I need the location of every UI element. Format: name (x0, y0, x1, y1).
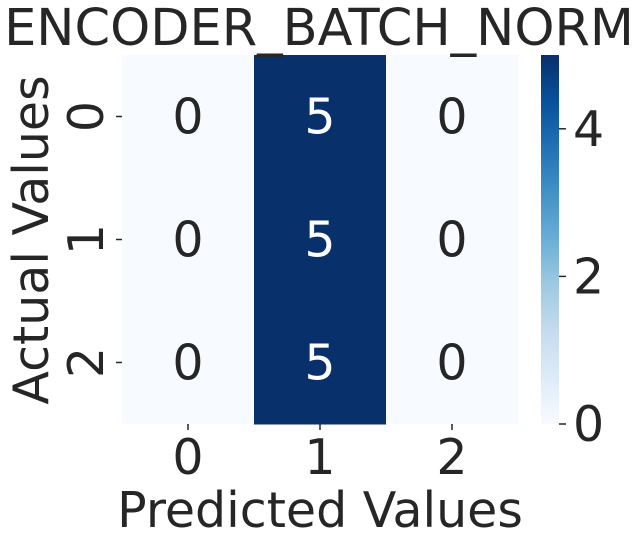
cell-value-r1-c1: 5 (304, 212, 335, 269)
heatmap-cell-r1-c2 (386, 178, 519, 302)
cell-value-r0-c1: 5 (304, 89, 335, 146)
heatmap-cell-r0-c0 (122, 55, 255, 179)
x-tick-label-2: 2 (436, 429, 467, 486)
cell-value-r2-c1: 5 (304, 335, 335, 392)
colorbar-gradient (541, 55, 559, 424)
cell-value-r1-c0: 0 (172, 212, 203, 269)
heatmap-cell-labels: 0 5 0 0 5 0 0 5 0 (172, 89, 467, 392)
heatmap-cell-r2-c2 (386, 301, 519, 425)
y-tick-label-0: 0 (58, 101, 115, 132)
heatmap-cell-r1-c1 (254, 178, 387, 302)
y-tick-label-1: 1 (58, 224, 115, 255)
y-axis-ticks: 0 1 2 (58, 101, 122, 378)
y-tick-label-2: 2 (58, 347, 115, 378)
heatmap-cell-r2-c1 (254, 301, 387, 425)
x-axis-ticks: 0 1 2 (172, 424, 468, 486)
colorbar: 0 2 4 (541, 55, 604, 453)
heatmap-cell-r1-c0 (122, 178, 255, 302)
heatmap-cell-r2-c0 (122, 301, 255, 425)
cell-value-r0-c2: 0 (436, 89, 467, 146)
y-axis-label: Actual Values (3, 75, 60, 404)
colorbar-tick-label-1: 2 (573, 248, 604, 305)
cell-value-r2-c0: 0 (172, 335, 203, 392)
x-tick-label-0: 0 (172, 429, 203, 486)
heatmap-cell-r0-c1 (254, 55, 387, 179)
colorbar-ticks: 0 2 4 (559, 101, 604, 453)
heatmap-cells (122, 55, 519, 425)
cell-value-r0-c0: 0 (172, 89, 203, 146)
x-tick-label-1: 1 (304, 429, 335, 486)
heatmap-cell-r0-c2 (386, 55, 519, 179)
chart-title: ENCODER_BATCH_NORM (4, 0, 634, 58)
cell-value-r1-c2: 0 (436, 212, 467, 269)
x-axis-label: Predicted Values (117, 482, 523, 539)
colorbar-tick-label-0: 0 (573, 396, 604, 453)
colorbar-tick-label-2: 4 (573, 101, 604, 158)
cell-value-r2-c2: 0 (436, 335, 467, 392)
